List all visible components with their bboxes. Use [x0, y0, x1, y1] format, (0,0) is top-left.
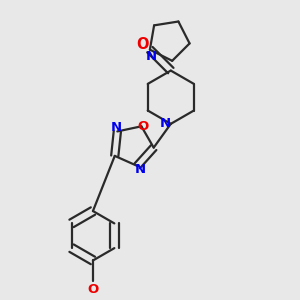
Text: N: N	[145, 50, 156, 63]
Text: N: N	[111, 121, 122, 134]
Text: N: N	[160, 117, 171, 130]
Text: O: O	[87, 283, 99, 296]
Text: O: O	[138, 120, 149, 133]
Text: O: O	[136, 38, 148, 52]
Text: N: N	[134, 163, 146, 176]
